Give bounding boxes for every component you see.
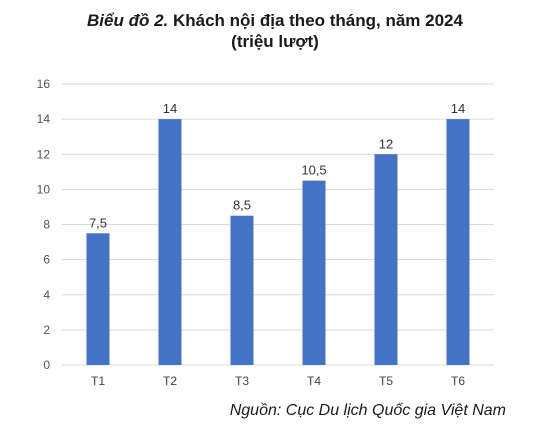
bar xyxy=(302,180,326,365)
y-tick-label: 2 xyxy=(43,323,50,337)
y-tick-label: 6 xyxy=(43,253,50,267)
y-tick-label: 4 xyxy=(43,288,50,302)
y-tick-label: 12 xyxy=(37,147,51,161)
chart-title: Biểu đồ 2. Khách nội địa theo tháng, năm… xyxy=(0,10,550,52)
data-label: 12 xyxy=(379,136,393,151)
bar xyxy=(158,119,182,365)
y-tick-label: 0 xyxy=(43,358,50,372)
chart-title-line: Biểu đồ 2. Khách nội địa theo tháng, năm… xyxy=(0,10,550,31)
x-tick-label: T2 xyxy=(163,374,177,388)
data-label: 10,5 xyxy=(301,163,326,178)
x-tick-label: T5 xyxy=(379,374,393,388)
data-label: 7,5 xyxy=(89,215,107,230)
bar xyxy=(374,154,398,365)
chart-title-main: Khách nội địa theo tháng, năm 2024 xyxy=(168,11,463,30)
y-tick-label: 10 xyxy=(37,182,51,196)
x-tick-label: T6 xyxy=(451,374,465,388)
y-tick-label: 14 xyxy=(37,112,51,126)
x-tick-label: T1 xyxy=(91,374,105,388)
bar xyxy=(230,215,254,365)
y-tick-label: 8 xyxy=(43,218,50,232)
data-label: 14 xyxy=(163,101,177,116)
bar xyxy=(446,119,470,365)
chart-source: Nguồn: Cục Du lịch Quốc gia Việt Nam xyxy=(229,402,506,419)
x-tick-label: T4 xyxy=(307,374,321,388)
data-label: 8,5 xyxy=(233,198,251,213)
chart-unit: (triệu lượt) xyxy=(231,32,319,51)
x-tick-label: T3 xyxy=(235,374,249,388)
bar xyxy=(86,233,110,365)
y-tick-label: 16 xyxy=(37,77,51,91)
chart-title-prefix: Biểu đồ 2. xyxy=(87,11,169,30)
data-label: 14 xyxy=(451,101,465,116)
